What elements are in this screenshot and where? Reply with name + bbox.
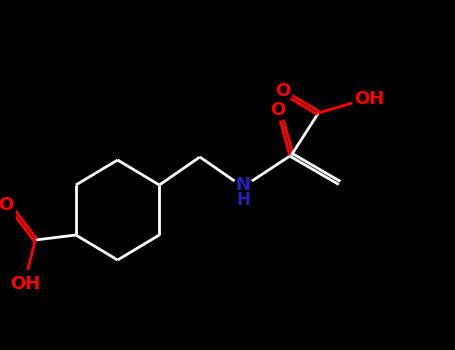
Text: H: H bbox=[236, 191, 250, 209]
Text: O: O bbox=[275, 82, 290, 100]
Text: OH: OH bbox=[10, 275, 40, 293]
Text: OH: OH bbox=[354, 90, 384, 108]
Text: O: O bbox=[270, 101, 286, 119]
Text: N: N bbox=[236, 176, 251, 194]
Text: O: O bbox=[0, 196, 13, 214]
